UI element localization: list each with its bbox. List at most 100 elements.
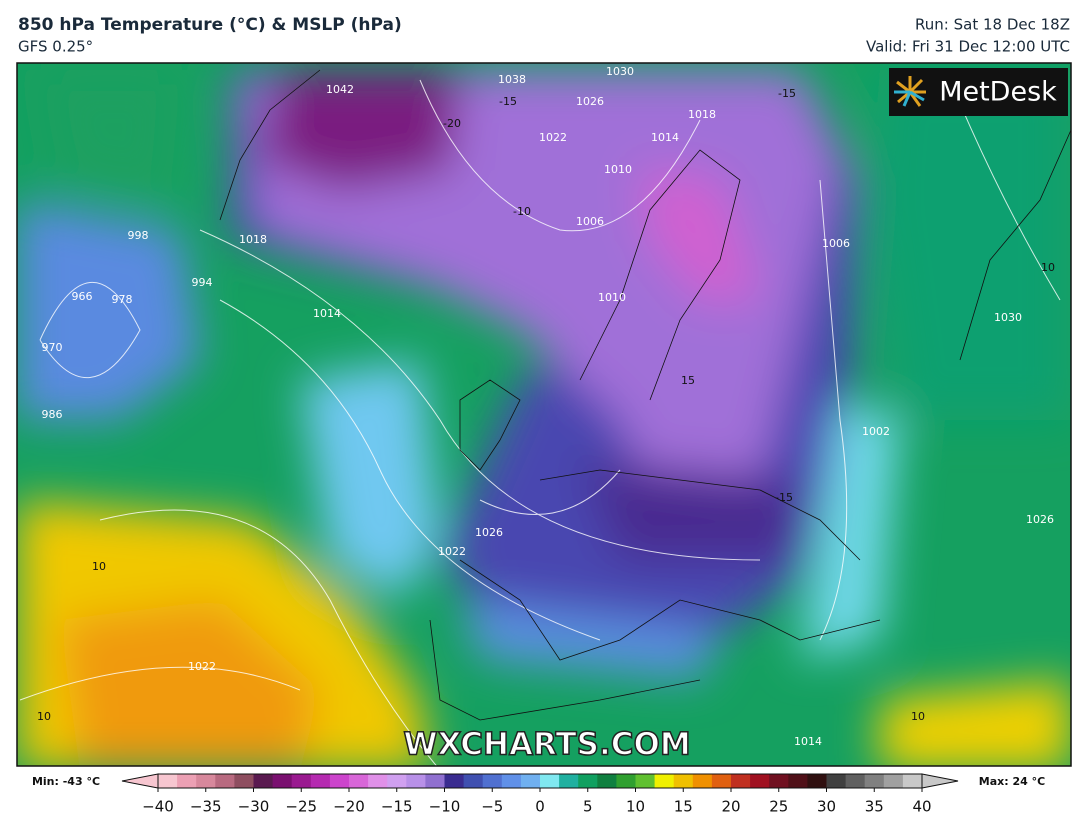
contour-label: 1014: [794, 735, 822, 748]
colorbar-tick-label: 0: [535, 798, 545, 816]
contour-label: 1038: [498, 73, 526, 86]
contour-label: 1014: [313, 307, 341, 320]
contour-label: 1010: [604, 163, 632, 176]
colorbar-swatch: [616, 774, 636, 788]
colorbar-swatch: [406, 774, 426, 788]
colorbar-swatch: [711, 774, 732, 788]
colorbar-high-end: [921, 773, 959, 789]
map-frame: [16, 62, 1072, 767]
colorbar-swatch: [635, 774, 656, 788]
contour-label: 978: [112, 293, 133, 306]
colorbar-swatch: [788, 774, 808, 788]
colorbar-swatch: [540, 774, 560, 788]
colorbar-swatch: [329, 774, 350, 788]
colorbar-swatch: [387, 774, 407, 788]
watermark: WXCHARTS.COM: [403, 727, 690, 763]
colorbar-tick-label: −20: [333, 798, 365, 816]
contour-labels: 1042 1038 1030 1026 1022 1018 1014 1010 …: [37, 65, 1055, 748]
colorbar-swatch: [482, 774, 503, 788]
temperature-field: [17, 70, 1071, 766]
contour-label: 10: [1041, 261, 1055, 274]
colorbar-tick-label: 10: [626, 798, 645, 816]
colorbar-swatch: [349, 774, 369, 788]
colorbar-tick-label: 15: [674, 798, 693, 816]
contour-label: 1030: [606, 65, 634, 78]
contour-label: -10: [513, 205, 531, 218]
logo: MetDesk: [939, 77, 1057, 108]
contour-label: 986: [42, 408, 63, 421]
colorbar-swatch: [234, 774, 254, 788]
min-label: Min: -43 °C: [32, 775, 100, 788]
colorbar-swatch: [310, 774, 331, 788]
contour-label: 1022: [438, 545, 466, 558]
contour-label: 1022: [188, 660, 216, 673]
contour-label: 1018: [688, 108, 716, 121]
contour-label: 1042: [326, 83, 354, 96]
colorbar-swatch: [425, 774, 445, 788]
colorbar-tick-label: 35: [865, 798, 884, 816]
isobars: [19, 79, 1061, 766]
colorbar-swatch: [826, 774, 847, 788]
contour-label: 1026: [1026, 513, 1054, 526]
colorbar-tick-label: −10: [429, 798, 461, 816]
colorbar-tick-label: −5: [481, 798, 503, 816]
colorbar-swatch: [845, 774, 866, 788]
coastlines: [219, 69, 1071, 721]
contour-label: 1026: [576, 95, 604, 108]
colorbar-swatch: [692, 774, 713, 788]
colorbar-swatch: [272, 774, 293, 788]
colorbar-tick-label: 5: [583, 798, 593, 816]
colorbar-tick-label: −25: [285, 798, 317, 816]
contour-label: 10: [92, 560, 106, 573]
colorbar-swatch: [864, 774, 885, 788]
colorbar-tick-label: 40: [912, 798, 931, 816]
colorbar-swatch: [463, 774, 484, 788]
max-label: Max: 24 °C: [979, 775, 1045, 788]
colorbar-swatch: [291, 774, 312, 788]
contour-label: 1006: [576, 215, 604, 228]
colorbar-swatch: [731, 774, 751, 788]
colorbar-tick-label: 25: [769, 798, 788, 816]
colorbar-tick-label: −30: [238, 798, 270, 816]
contour-label: 1006: [822, 237, 850, 250]
colorbar-swatch: [158, 774, 178, 788]
colorbar-swatch: [444, 774, 465, 788]
contour-label: 1010: [598, 291, 626, 304]
colorbar-low-end: [121, 773, 159, 789]
colorbar-swatch: [597, 774, 617, 788]
colorbar-swatch: [559, 774, 579, 788]
colorbar: −40 −35 −30 −25 −20 −15 −10 −5 0 5 10 15 20 25 30 35 40: [121, 773, 959, 816]
contour-label: 10: [911, 710, 925, 723]
colorbar-tick-label: −15: [381, 798, 413, 816]
model: GFS 0.25°: [18, 38, 93, 56]
run: Run: Sat 18 Dec 18Z: [915, 16, 1070, 34]
contour-label: 1030: [994, 311, 1022, 324]
contour-label: -15: [499, 95, 517, 108]
contour-label: 994: [192, 276, 213, 289]
contour-label: 15: [681, 374, 695, 387]
colorbar-tick-label: −40: [142, 798, 174, 816]
colorbar-swatch: [196, 774, 216, 788]
colorbar-tick-label: 20: [721, 798, 740, 816]
contour-label: 966: [72, 290, 93, 303]
contour-label: -15: [778, 87, 796, 100]
colorbar-tick-label: −35: [190, 798, 222, 816]
colorbar-swatch: [253, 774, 274, 788]
colorbar-tick-label: 30: [817, 798, 836, 816]
contour-label: 998: [128, 229, 149, 242]
contour-label: 1026: [475, 526, 503, 539]
colorbar-swatch: [578, 774, 598, 788]
colorbar-swatch: [520, 774, 541, 788]
colorbar-swatch: [654, 774, 675, 788]
colorbar-swatch: [902, 774, 923, 788]
colorbar-swatch: [368, 774, 388, 788]
colorbar-swatch: [883, 774, 904, 788]
colorbar-swatch: [177, 774, 197, 788]
colorbar-swatch: [501, 774, 522, 788]
logo-icon: [894, 76, 926, 107]
contour-label: 1022: [539, 131, 567, 144]
valid: Valid: Fri 31 Dec 12:00 UTC: [866, 38, 1070, 56]
contour-label: 10: [37, 710, 51, 723]
contour-label: 1018: [239, 233, 267, 246]
